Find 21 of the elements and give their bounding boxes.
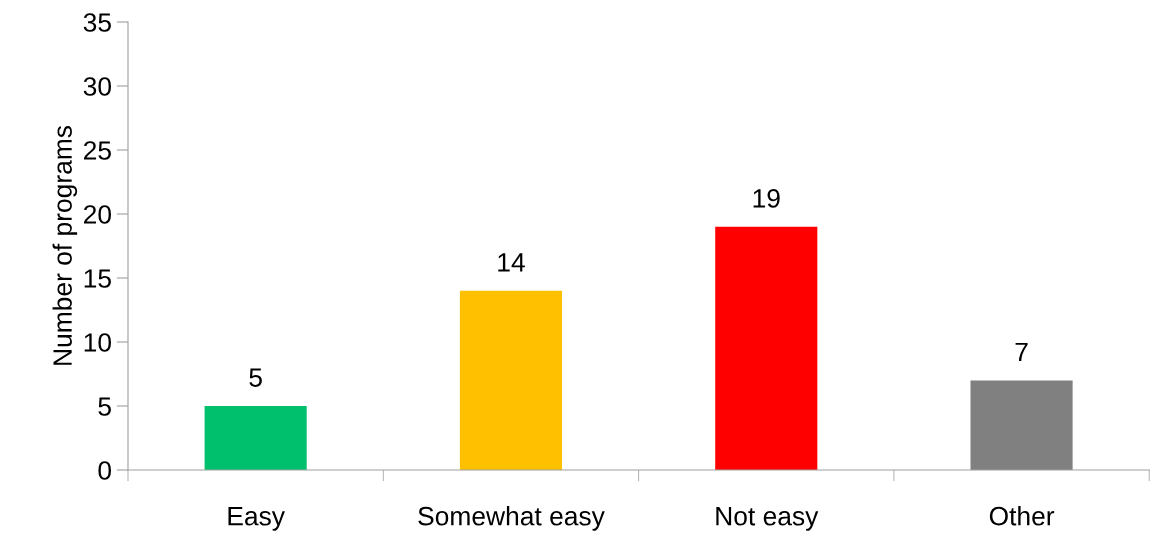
data-label: 7: [1015, 342, 1028, 362]
y-axis-title: Number of programs: [52, 125, 78, 365]
bar: [204, 406, 307, 470]
x-tick-label: Somewhat easy: [418, 506, 605, 531]
y-tick-label: 25: [84, 141, 111, 160]
y-tick-label: 15: [84, 269, 111, 288]
bar: [970, 380, 1073, 470]
y-tick-label: 10: [84, 333, 111, 352]
data-label: 14: [498, 253, 525, 272]
y-tick-label: 20: [84, 205, 111, 224]
x-tick-label: Not easy: [716, 507, 819, 531]
x-tick-label: Easy: [228, 507, 285, 531]
bar: [715, 226, 818, 470]
bar: [459, 290, 563, 470]
y-tick-label: 35: [83, 13, 111, 32]
y-tick-label: 5: [98, 397, 111, 416]
x-tick-label: Other: [989, 506, 1055, 526]
data-label: 19: [753, 189, 780, 208]
y-tick-label: 30: [83, 77, 111, 96]
data-label: 5: [249, 368, 262, 387]
y-tick-label: 0: [98, 461, 111, 480]
